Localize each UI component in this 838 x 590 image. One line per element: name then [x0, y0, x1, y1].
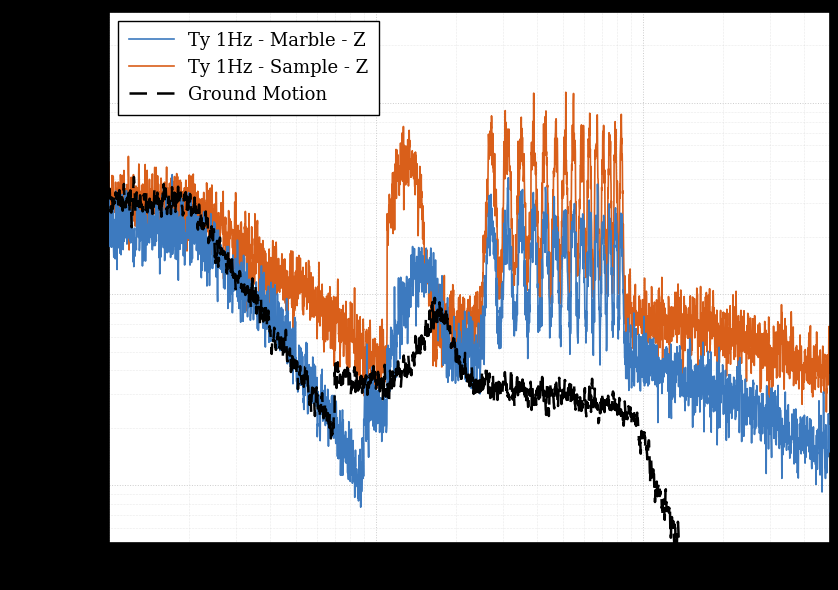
Line: Ty 1Hz - Sample - Z: Ty 1Hz - Sample - Z [109, 92, 830, 412]
Ty 1Hz - Marble - Z [803, 428, 813, 435]
Ground Motion [407, 360, 417, 368]
Ty 1Hz - Sample - Z [803, 378, 813, 385]
Ty 1Hz - Sample - Z [825, 369, 835, 376]
Ty 1Hz - Sample - Z [406, 158, 416, 165]
Line: Ty 1Hz - Marble - Z: Ty 1Hz - Marble - Z [109, 175, 830, 507]
Ty 1Hz - Sample - Z [412, 179, 422, 186]
Line: Ground Motion: Ground Motion [109, 177, 830, 590]
Ground Motion [412, 353, 422, 360]
Ty 1Hz - Marble - Z [413, 267, 423, 274]
Ty 1Hz - Marble - Z [104, 186, 114, 193]
Legend: Ty 1Hz - Marble - Z, Ty 1Hz - Sample - Z, Ground Motion: Ty 1Hz - Marble - Z, Ty 1Hz - Sample - Z… [118, 21, 380, 114]
Ground Motion [447, 340, 457, 347]
Ty 1Hz - Marble - Z [825, 423, 835, 430]
Ty 1Hz - Marble - Z [167, 171, 177, 178]
Ty 1Hz - Sample - Z [767, 358, 777, 365]
Ty 1Hz - Marble - Z [628, 353, 638, 360]
Ty 1Hz - Sample - Z [447, 304, 457, 312]
Ty 1Hz - Sample - Z [561, 88, 571, 96]
Ground Motion [628, 415, 638, 422]
Ty 1Hz - Marble - Z [355, 504, 365, 511]
Ty 1Hz - Marble - Z [767, 386, 777, 394]
Ground Motion [129, 173, 139, 181]
Ty 1Hz - Sample - Z [104, 159, 114, 166]
Ty 1Hz - Sample - Z [821, 408, 831, 415]
Ty 1Hz - Sample - Z [628, 304, 638, 312]
Ty 1Hz - Marble - Z [407, 280, 417, 287]
Ty 1Hz - Marble - Z [447, 348, 457, 355]
Ground Motion [104, 186, 114, 193]
